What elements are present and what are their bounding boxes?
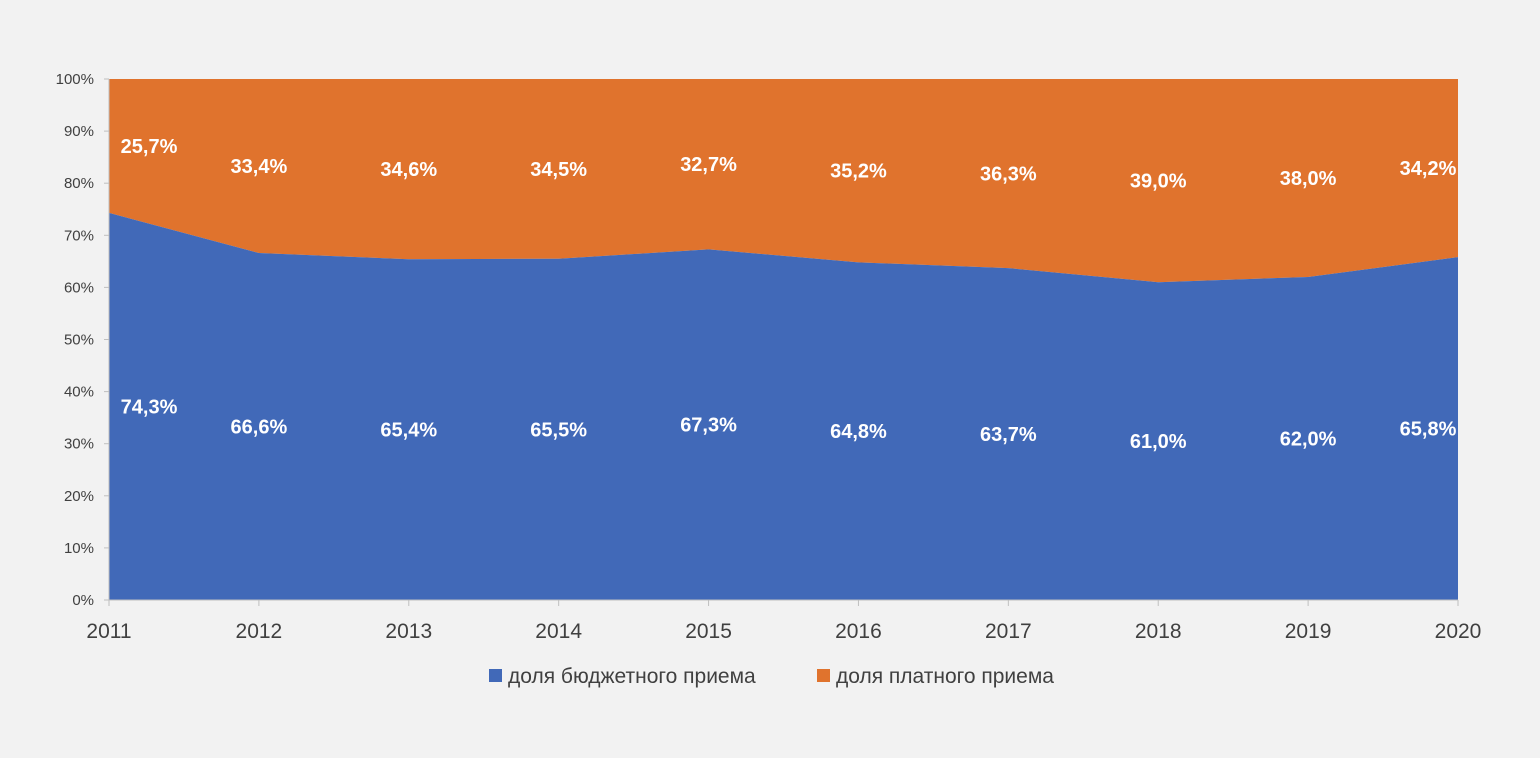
x-tick-label: 2011: [86, 620, 131, 643]
data-label-budget: 74,3%: [121, 396, 178, 418]
data-label-budget: 65,8%: [1400, 419, 1457, 441]
y-tick-label: 20%: [64, 488, 94, 505]
y-tick-label: 70%: [64, 227, 94, 244]
x-tick-label: 2016: [835, 620, 882, 643]
y-tick-label: 10%: [64, 540, 94, 557]
y-tick-label: 100%: [56, 71, 94, 88]
data-labels: 74,3% 25,7% 66,6% 33,4% 65,4% 34,6% 65,5% 34,5%…: [121, 136, 1457, 453]
area-series-paid: [109, 79, 1458, 283]
x-tick-label: 2014: [535, 620, 582, 643]
legend-item-paid: доля платного приема: [817, 665, 1054, 688]
data-label-paid: 33,4%: [231, 156, 288, 178]
legend-swatch: [489, 669, 502, 682]
data-label-paid: 38,0%: [1280, 168, 1337, 190]
data-label-paid: 32,7%: [680, 154, 737, 176]
legend-item-budget: доля бюджетного приема: [489, 665, 756, 688]
areas: [109, 79, 1458, 600]
legend-label: доля бюджетного приема: [508, 665, 756, 688]
data-label-budget: 62,0%: [1280, 428, 1337, 450]
x-tick-label: 2020: [1435, 620, 1482, 643]
legend-swatch: [817, 669, 830, 682]
data-label-paid: 34,6%: [380, 159, 437, 181]
x-tick-label: 2015: [685, 620, 732, 643]
data-label-paid: 36,3%: [980, 164, 1037, 186]
data-label-paid: 34,2%: [1400, 158, 1457, 180]
legend-label: доля платного приема: [836, 665, 1054, 688]
data-label-budget: 63,7%: [980, 424, 1037, 446]
y-tick-label: 80%: [64, 175, 94, 192]
data-label-budget: 65,5%: [530, 419, 587, 441]
data-label-budget: 67,3%: [680, 415, 737, 437]
y-tick-label: 50%: [64, 332, 94, 349]
data-label-budget: 61,0%: [1130, 431, 1187, 453]
y-tick-label: 30%: [64, 436, 94, 453]
x-tick-label: 2018: [1135, 620, 1182, 643]
x-tick-label: 2017: [985, 620, 1032, 643]
y-tick-label: 90%: [64, 123, 94, 140]
x-tick-label: 2019: [1285, 620, 1332, 643]
data-label-paid: 35,2%: [830, 161, 887, 183]
data-label-paid: 39,0%: [1130, 171, 1187, 193]
data-label-budget: 65,4%: [380, 420, 437, 442]
y-tick-label: 60%: [64, 279, 94, 296]
data-label-paid: 25,7%: [121, 136, 178, 158]
x-tick-label: 2012: [236, 620, 283, 643]
data-label-budget: 64,8%: [830, 421, 887, 443]
x-tick-label: 2013: [385, 620, 432, 643]
axes: 0% 10% 20% 30% 40% 50% 60% 70% 80% 90% 100% 2011 201…: [56, 71, 1482, 643]
y-tick-label: 0%: [72, 592, 94, 609]
data-label-paid: 34,5%: [530, 159, 587, 181]
data-label-budget: 66,6%: [231, 417, 288, 439]
area-series-budget: [109, 212, 1458, 600]
y-tick-label: 40%: [64, 384, 94, 401]
legend: доля бюджетного приема доля платного прие…: [489, 665, 1054, 688]
